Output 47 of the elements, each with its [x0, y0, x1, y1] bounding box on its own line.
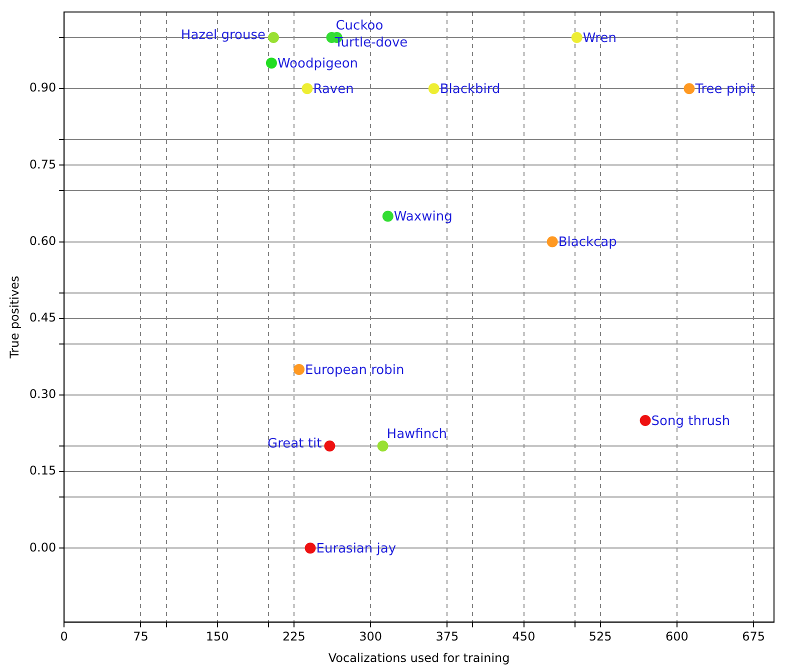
annotation: Hawfinch: [386, 426, 447, 442]
point: [640, 415, 651, 426]
x-tick-label: 0: [60, 630, 68, 644]
y-tick-label: 0.60: [29, 234, 56, 248]
y-tick-label: 0.00: [29, 540, 56, 554]
annotation: Cuckoo: [336, 18, 384, 34]
annotation: Great tit: [268, 436, 322, 452]
point: [294, 364, 305, 375]
point: [302, 83, 313, 94]
x-axis-title: Vocalizations used for training: [328, 650, 510, 665]
point: [546, 236, 558, 248]
x-tick-label: 225: [282, 630, 306, 644]
y-tick-label: 0.30: [29, 387, 56, 402]
point: [428, 83, 440, 94]
annotation: Wren: [582, 30, 616, 46]
annotation: Tree pipit: [694, 82, 756, 97]
y-tick-label: 0.90: [29, 80, 56, 95]
annotation: Blackcap: [558, 235, 617, 250]
annotation: European robin: [305, 362, 404, 378]
x-tick-label: 450: [512, 630, 536, 644]
y-tick-label: 0.15: [29, 464, 56, 478]
x-tick-label: 150: [206, 630, 229, 644]
x-tick-label: 675: [742, 630, 766, 644]
point: [684, 83, 695, 94]
annotation: Turtle-dove: [334, 35, 408, 50]
point: [382, 210, 394, 222]
annotation: Woodpigeon: [277, 56, 358, 72]
x-tick-label: 525: [588, 630, 612, 644]
x-tick-label: 300: [359, 630, 382, 644]
x-tick-label: 375: [436, 630, 459, 644]
point: [268, 32, 280, 44]
x-tick-label: 600: [666, 630, 688, 644]
point: [377, 440, 388, 452]
annotation: Raven: [313, 82, 354, 97]
annotation: Hazel grouse: [180, 28, 266, 43]
y-tick-label: 0.75: [29, 157, 56, 172]
point: [571, 32, 582, 44]
annotation: Song thrush: [651, 414, 730, 429]
x-tick-label: 75: [133, 630, 148, 644]
y-axis-title: True positives: [7, 276, 22, 360]
point: [266, 58, 277, 69]
point: [304, 542, 316, 554]
annotation: Blackbird: [440, 82, 500, 97]
y-tick-label: 0.45: [29, 310, 56, 324]
annotation: Eurasian jay: [316, 542, 396, 557]
point: [324, 440, 336, 452]
annotation: Waxwing: [394, 210, 452, 225]
